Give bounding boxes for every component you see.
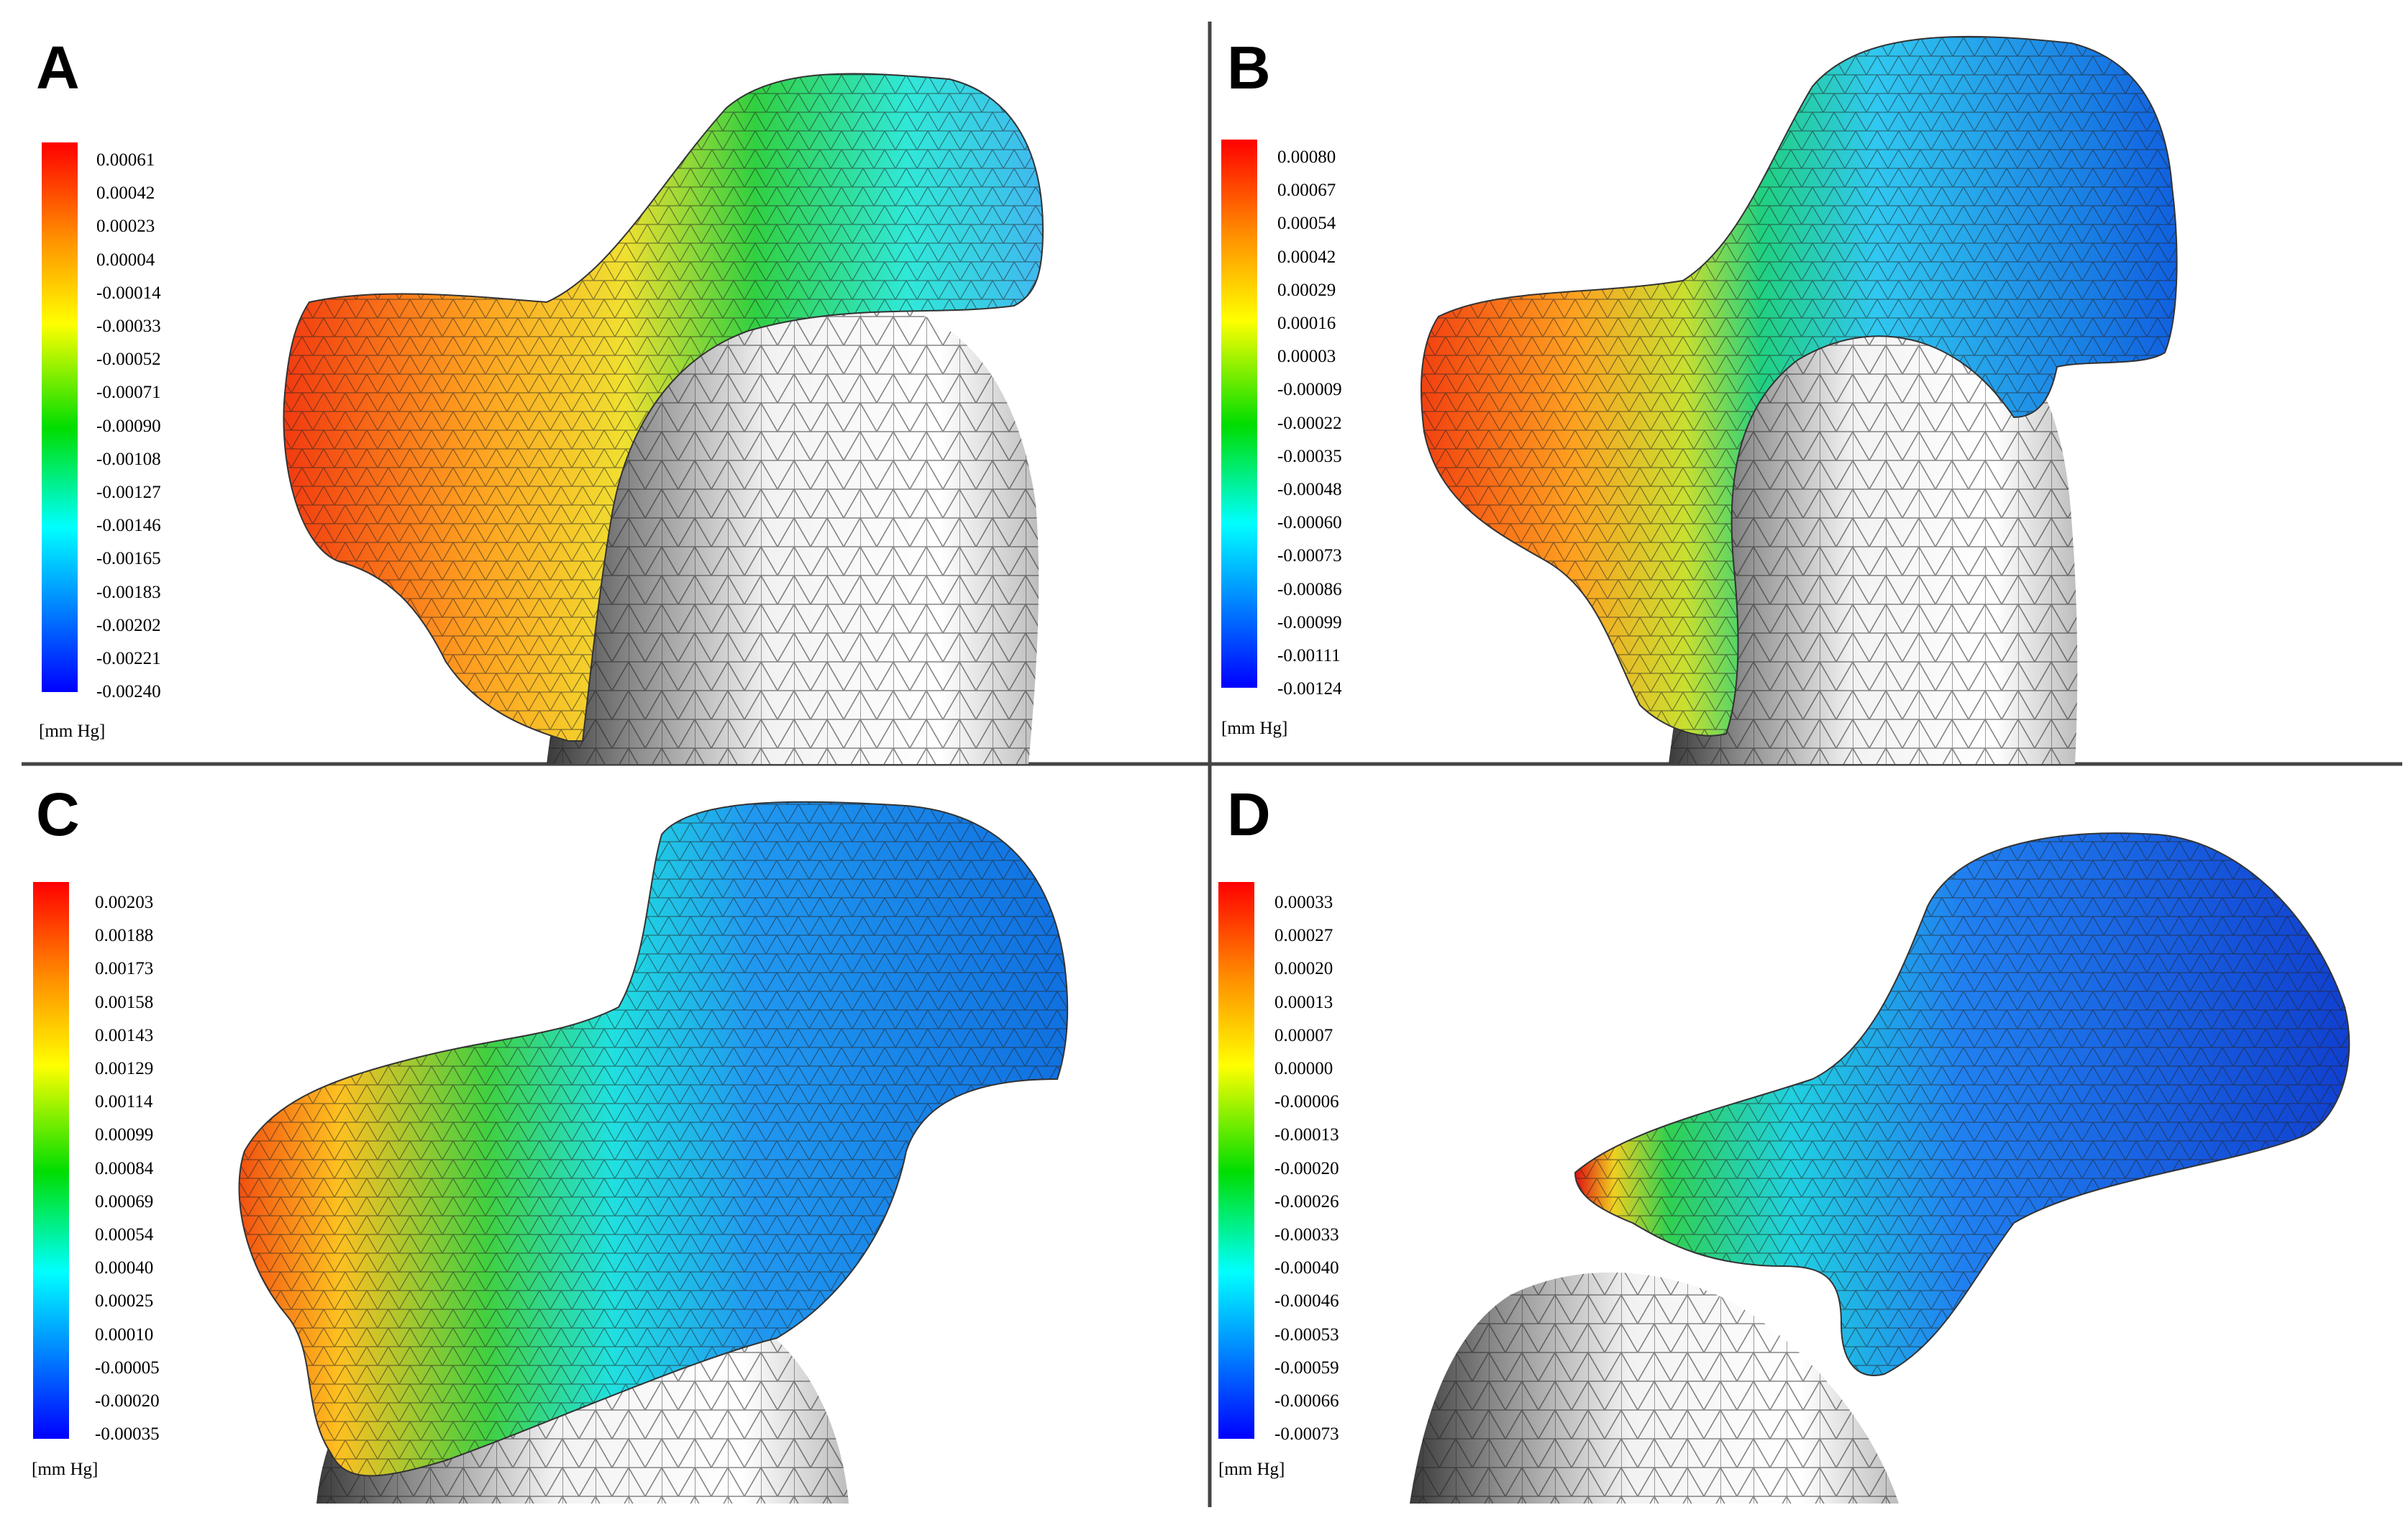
colorbar-tick-label: -0.00202	[96, 615, 161, 635]
panel-b-unit: [mm Hg]	[1221, 719, 1288, 738]
colorbar-tick-label: -0.00066	[1274, 1391, 1339, 1411]
colorbar-tick-label: -0.00022	[1277, 413, 1342, 433]
colorbar-tick-label: -0.00048	[1277, 480, 1342, 499]
colorbar-tick-label: -0.00090	[96, 416, 161, 436]
panel-c-label: C	[36, 781, 80, 848]
colorbar-tick-label: -0.00006	[1274, 1092, 1339, 1112]
colorbar-tick-label: 0.00000	[1274, 1059, 1333, 1078]
colorbar-tick-label: -0.00035	[1277, 446, 1342, 466]
panel-d-colorbar	[1218, 882, 1254, 1439]
colorbar-tick-label: 0.00042	[96, 183, 155, 204]
colorbar-tick-label: -0.00146	[96, 516, 161, 536]
panel-c-colorbar	[33, 882, 69, 1439]
colorbar-tick-label: 0.00061	[96, 150, 155, 170]
colorbar-tick-label: 0.00007	[1274, 1025, 1333, 1045]
colorbar-tick-label: -0.00124	[1277, 679, 1342, 699]
colorbar-tick-label: 0.00016	[1277, 314, 1336, 333]
colorbar-tick-label: 0.00084	[95, 1158, 154, 1178]
colorbar-tick-label: -0.00040	[1274, 1258, 1339, 1278]
colorbar-tick-label: 0.00023	[96, 217, 155, 237]
colorbar-tick-label: -0.00033	[1274, 1225, 1339, 1245]
colorbar-tick-label: -0.00020	[1274, 1158, 1339, 1178]
panel-d-mesh	[1410, 832, 2350, 1504]
colorbar-tick-label: 0.00158	[95, 992, 154, 1012]
colorbar-tick-label: 0.00114	[95, 1092, 153, 1112]
colorbar-tick-label: -0.00026	[1274, 1191, 1339, 1211]
colorbar-tick-label: -0.00053	[1274, 1324, 1339, 1345]
colorbar-tick-label: -0.00060	[1277, 513, 1342, 533]
colorbar-tick-label: -0.00035	[95, 1424, 160, 1445]
panel-d-unit: [mm Hg]	[1218, 1460, 1285, 1479]
colorbar-tick-label: 0.00010	[95, 1324, 154, 1345]
colorbar-tick-label: -0.00005	[95, 1358, 160, 1378]
panel-a-colorbar	[42, 142, 78, 692]
panel-c-mesh	[238, 801, 1069, 1504]
panel-b-label: B	[1227, 34, 1271, 101]
panel-d-label: D	[1227, 781, 1271, 848]
colorbar-tick-label: 0.00173	[95, 959, 154, 979]
colorbar-tick-label: -0.00183	[96, 582, 161, 602]
colorbar-tick-label: -0.00073	[1277, 546, 1342, 566]
colorbar-tick-label: 0.00203	[95, 893, 154, 912]
colorbar-tick-label: -0.00221	[96, 649, 161, 668]
colorbar-tick-label: -0.00127	[96, 483, 161, 502]
colorbar-tick-label: 0.00040	[95, 1258, 154, 1278]
colorbar-tick-label: 0.00042	[1277, 247, 1336, 267]
colorbar-tick-label: -0.00071	[96, 383, 161, 403]
colorbar-tick-label: -0.00059	[1274, 1358, 1339, 1378]
panel-b-colorbar	[1221, 140, 1257, 688]
colorbar-tick-label: 0.00027	[1274, 926, 1333, 946]
colorbar-tick-label: 0.00025	[95, 1291, 154, 1311]
colorbar-tick-label: -0.00111	[1277, 646, 1341, 665]
panel-b-mesh	[1420, 35, 2178, 764]
colorbar-tick-label: -0.00240	[96, 682, 161, 702]
colorbar-tick-label: 0.00067	[1277, 181, 1336, 201]
colorbar-tick-label: 0.00054	[95, 1225, 154, 1245]
colorbar-tick-label: 0.00099	[95, 1125, 154, 1145]
colorbar-tick-label: 0.00020	[1274, 959, 1333, 979]
colorbar-tick-label: 0.00080	[1277, 147, 1336, 167]
colorbar-tick-label: -0.00033	[96, 317, 161, 336]
panel-a-unit: [mm Hg]	[39, 722, 106, 741]
colorbar-tick-label: -0.00099	[1277, 612, 1342, 632]
colorbar-tick-label: -0.00108	[96, 449, 161, 469]
colorbar-tick-label: -0.00073	[1274, 1424, 1339, 1445]
colorbar-tick-label: 0.00029	[1277, 280, 1336, 300]
panel-a-mesh	[283, 73, 1044, 764]
colorbar-tick-label: -0.00009	[1277, 380, 1342, 400]
colorbar-tick-label: 0.00129	[95, 1059, 154, 1078]
colorbar-tick-label: 0.00069	[95, 1191, 154, 1211]
colorbar-tick-label: -0.00014	[96, 283, 161, 303]
colorbar-tick-label: 0.00003	[1277, 347, 1336, 367]
colorbar-tick-label: -0.00165	[96, 549, 161, 569]
colorbar-tick-label: -0.00052	[96, 350, 161, 370]
colorbar-tick-label: 0.00013	[1274, 992, 1333, 1012]
colorbar-tick-label: -0.00013	[1274, 1125, 1339, 1145]
colorbar-tick-label: 0.00143	[95, 1025, 154, 1045]
colorbar-tick-label: 0.00054	[1277, 214, 1336, 234]
colorbar-tick-label: -0.00020	[95, 1391, 160, 1411]
panel-c-unit: [mm Hg]	[32, 1460, 99, 1479]
colorbar-tick-label: -0.00086	[1277, 579, 1342, 599]
colorbar-tick-label: -0.00046	[1274, 1291, 1339, 1311]
colorbar-tick-label: 0.00188	[95, 926, 154, 946]
colorbar-tick-label: 0.00033	[1274, 893, 1333, 912]
panel-a-label: A	[36, 34, 80, 101]
colorbar-tick-label: 0.00004	[96, 250, 155, 270]
